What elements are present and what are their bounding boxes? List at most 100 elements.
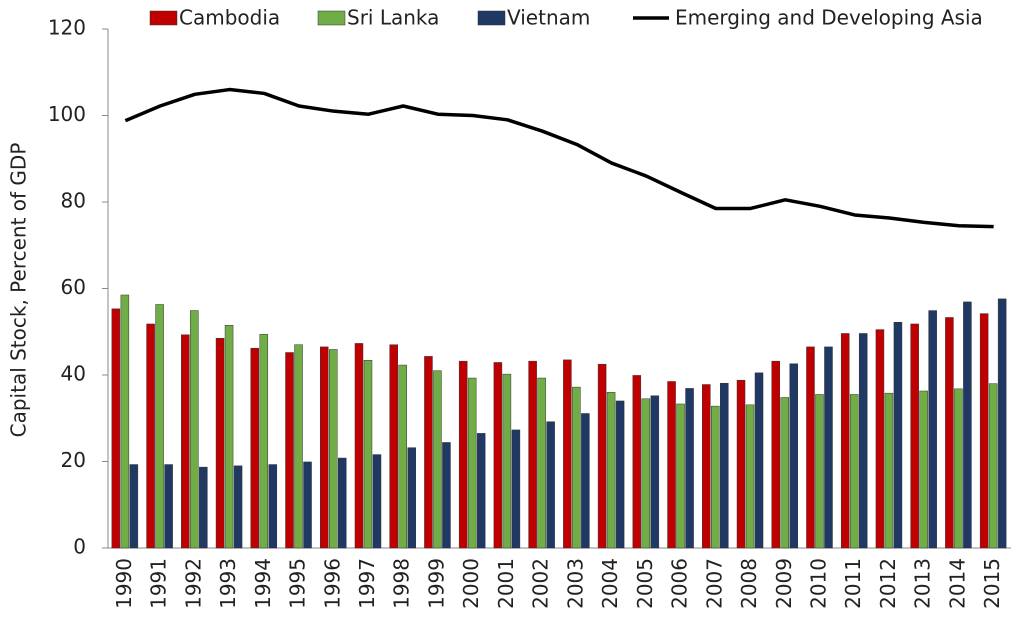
bar bbox=[233, 465, 243, 549]
x-tick-label: 1990 bbox=[112, 558, 136, 609]
x-tick-label: 2014 bbox=[945, 558, 969, 609]
bar bbox=[155, 304, 164, 549]
bar bbox=[190, 310, 199, 549]
bar bbox=[458, 360, 468, 549]
bar bbox=[615, 400, 625, 549]
bar bbox=[146, 323, 155, 549]
x-tick-label: 2011 bbox=[841, 558, 865, 609]
bar bbox=[259, 334, 269, 549]
bar bbox=[354, 343, 364, 549]
bar bbox=[650, 395, 660, 549]
bar bbox=[129, 464, 139, 549]
bar bbox=[511, 429, 521, 549]
legend-swatch bbox=[477, 10, 506, 26]
y-tick-label: 120 bbox=[48, 16, 86, 40]
y-tick-label: 100 bbox=[48, 102, 86, 126]
bar bbox=[771, 360, 780, 549]
bar bbox=[840, 333, 850, 549]
bar bbox=[164, 464, 173, 549]
bar bbox=[329, 349, 338, 549]
bar bbox=[884, 392, 894, 549]
bar bbox=[528, 360, 537, 549]
bar bbox=[563, 359, 572, 549]
bar bbox=[467, 377, 477, 549]
bar bbox=[320, 346, 329, 549]
line bbox=[124, 87, 994, 229]
bar bbox=[372, 454, 382, 549]
bar bbox=[424, 356, 433, 549]
bar bbox=[641, 398, 651, 549]
bar bbox=[502, 373, 512, 549]
bar bbox=[979, 313, 989, 549]
bar bbox=[493, 362, 503, 549]
legend-label: Emerging and Developing Asia bbox=[675, 6, 983, 30]
x-tick-label: 2003 bbox=[563, 558, 587, 609]
x-tick-label: 2015 bbox=[980, 558, 1004, 609]
x-tick-label: 2009 bbox=[772, 558, 796, 609]
x-tick-label: 1996 bbox=[320, 558, 344, 609]
y-tick-label: 60 bbox=[61, 275, 86, 299]
bar bbox=[268, 464, 278, 549]
bar bbox=[407, 447, 416, 549]
bar bbox=[606, 392, 616, 549]
y-tick-label: 80 bbox=[61, 189, 86, 213]
bar bbox=[597, 363, 607, 549]
bar bbox=[120, 294, 130, 549]
x-tick-label: 2001 bbox=[494, 558, 518, 609]
bar bbox=[875, 329, 885, 549]
bar bbox=[294, 344, 303, 549]
bar bbox=[954, 388, 963, 549]
bar bbox=[303, 461, 312, 549]
x-tick-label: 2013 bbox=[911, 558, 935, 609]
bar bbox=[667, 381, 676, 549]
bar bbox=[780, 397, 789, 549]
bar bbox=[789, 363, 798, 549]
x-tick-label: 1992 bbox=[181, 558, 205, 609]
x-tick-label: 1997 bbox=[355, 558, 379, 609]
bar bbox=[537, 377, 546, 549]
bar bbox=[720, 382, 729, 549]
bar bbox=[806, 346, 815, 549]
bar bbox=[824, 346, 833, 549]
bar bbox=[849, 394, 859, 549]
bar bbox=[111, 308, 121, 549]
bar bbox=[581, 413, 590, 549]
bar bbox=[215, 337, 225, 549]
bar bbox=[338, 457, 347, 549]
bar bbox=[398, 364, 407, 549]
bar bbox=[389, 344, 398, 549]
bar bbox=[476, 433, 486, 549]
bar bbox=[676, 403, 685, 549]
bar bbox=[711, 405, 720, 549]
y-tick-label: 0 bbox=[73, 535, 86, 559]
x-tick-label: 1991 bbox=[147, 558, 171, 609]
y-axis-label: Capital Stock, Percent of GDP bbox=[7, 143, 31, 438]
bar bbox=[928, 310, 937, 549]
bar bbox=[893, 321, 903, 549]
bar bbox=[815, 394, 824, 549]
bar bbox=[442, 442, 451, 549]
bar bbox=[736, 379, 746, 549]
bar bbox=[919, 390, 928, 549]
bar bbox=[910, 323, 919, 549]
bar bbox=[702, 384, 711, 549]
y-tick-label: 20 bbox=[61, 448, 86, 472]
x-tick-label: 1999 bbox=[424, 558, 448, 609]
bar bbox=[858, 333, 868, 549]
x-tick-label: 2012 bbox=[876, 558, 900, 609]
legend-swatch bbox=[149, 10, 178, 26]
bar bbox=[546, 421, 555, 549]
bar bbox=[745, 404, 755, 549]
bar bbox=[572, 386, 581, 549]
x-tick-label: 2000 bbox=[459, 558, 483, 609]
x-tick-label: 2010 bbox=[806, 558, 830, 609]
y-tick-label: 40 bbox=[61, 362, 86, 386]
bar bbox=[433, 370, 442, 549]
x-tick-label: 1995 bbox=[286, 558, 310, 609]
legend-label: Vietnam bbox=[507, 6, 590, 30]
bar bbox=[963, 301, 972, 549]
bar bbox=[181, 334, 190, 549]
bar bbox=[997, 298, 1007, 549]
x-tick-label: 2006 bbox=[668, 558, 692, 609]
